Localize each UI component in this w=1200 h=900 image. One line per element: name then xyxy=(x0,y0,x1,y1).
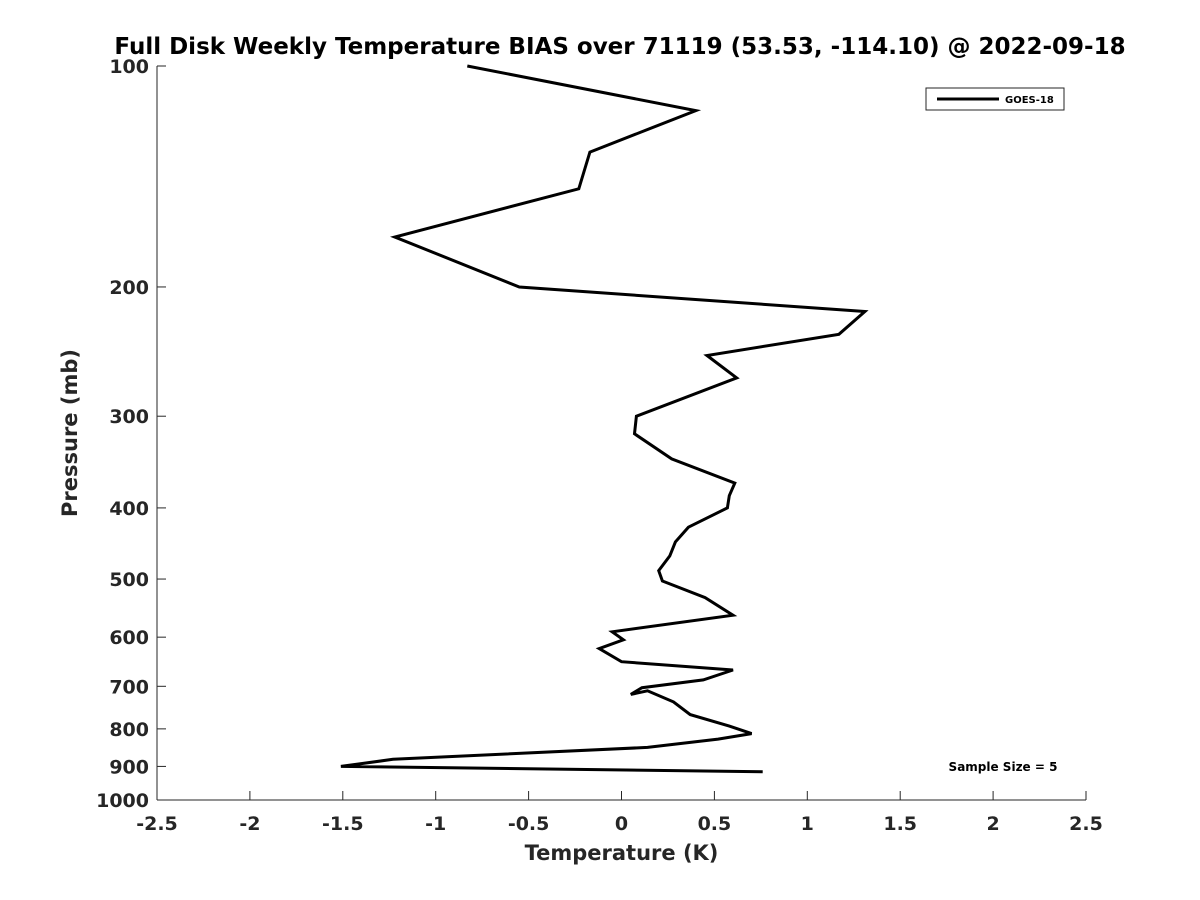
y-tick-label: 500 xyxy=(109,569,149,591)
x-axis-ticks: -2.5 -2 -1.5 -1 -0.5 0 0.5 1 1.5 2 2.5 xyxy=(136,791,1103,835)
legend-label: GOES-18 xyxy=(1005,95,1054,106)
y-tick-label: 800 xyxy=(109,719,149,741)
x-tick-label: 1 xyxy=(801,813,814,835)
x-tick-label: -2 xyxy=(239,813,260,835)
axes xyxy=(156,66,1086,801)
sample-size-annotation: Sample Size = 5 xyxy=(949,760,1058,774)
x-tick-label: -1 xyxy=(425,813,446,835)
x-axis-label: Temperature (K) xyxy=(525,841,719,865)
x-tick-label: -0.5 xyxy=(508,813,550,835)
x-tick-label: 0 xyxy=(615,813,628,835)
y-tick-label: 600 xyxy=(109,627,149,649)
x-tick-label: 0.5 xyxy=(698,813,732,835)
y-tick-label: 1000 xyxy=(96,790,149,812)
y-tick-label: 200 xyxy=(109,277,149,299)
x-tick-label: -2.5 xyxy=(136,813,178,835)
y-axis-label: Pressure (mb) xyxy=(58,349,82,517)
x-tick-label: 1.5 xyxy=(883,813,917,835)
y-tick-label: 300 xyxy=(109,406,149,428)
x-tick-label: 2.5 xyxy=(1069,813,1103,835)
y-tick-label: 100 xyxy=(109,56,149,78)
y-tick-label: 700 xyxy=(109,676,149,698)
y-axis-ticks: 100 200 300 400 500 600 700 800 900 1000 xyxy=(96,56,166,812)
chart-title: Full Disk Weekly Temperature BIAS over 7… xyxy=(114,34,1125,60)
y-tick-label: 900 xyxy=(109,756,149,778)
series-layer xyxy=(340,64,869,774)
y-tick-label: 400 xyxy=(109,498,149,520)
x-tick-label: 2 xyxy=(986,813,999,835)
x-tick-label: -1.5 xyxy=(322,813,364,835)
series-line-goes-18 xyxy=(340,64,869,774)
legend: GOES-18 xyxy=(925,87,1065,111)
